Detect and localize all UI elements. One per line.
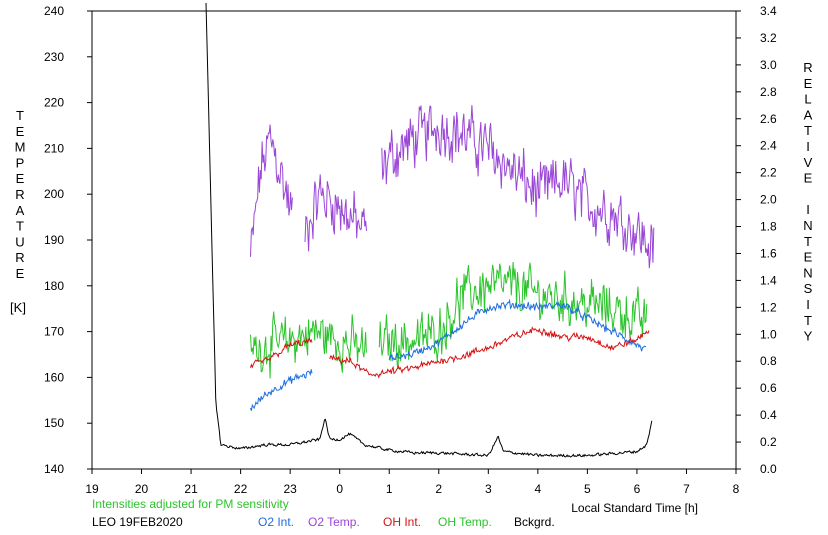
- x-tick-label: 7: [683, 482, 690, 496]
- left-axis-title-letter: R: [15, 250, 24, 265]
- right-axis-title-letter: T: [804, 234, 812, 249]
- right-tick-label: 2.0: [760, 193, 777, 207]
- left-tick-label: 240: [44, 4, 64, 18]
- left-axis-title-letter: E: [16, 124, 25, 139]
- right-tick-label: 1.2: [760, 300, 777, 314]
- series-o2-int-line: [250, 369, 313, 411]
- x-tick-label: 20: [135, 482, 149, 496]
- right-tick-label: 2.4: [760, 139, 777, 153]
- left-axis-title-letter: A: [16, 203, 25, 218]
- left-axis-title-letter: T: [16, 108, 24, 123]
- right-axis-title-letter: Y: [804, 329, 813, 344]
- series-oh-temp-line: [378, 261, 648, 370]
- series-oh-int-line: [329, 326, 650, 379]
- series-o2-temp-line: [381, 105, 655, 269]
- right-axis-title-letter: E: [804, 76, 813, 91]
- right-axis-title-letter: N: [803, 265, 812, 280]
- series-o2-temp-line: [250, 124, 293, 257]
- sensitivity-note: Intensities adjusted for PM sensitivity: [92, 497, 289, 511]
- right-tick-label: 1.8: [760, 220, 777, 234]
- legend: O2 Int. O2 Temp. OH Int. OH Temp. Bckgrd.: [258, 515, 555, 529]
- right-tick-label: 1.0: [760, 327, 777, 341]
- legend-item: Bckgrd.: [514, 515, 555, 529]
- right-tick-label: 2.2: [760, 166, 777, 180]
- left-tick-label: 160: [44, 370, 64, 384]
- series-oh-int-line: [250, 336, 313, 369]
- legend-item: O2 Temp.: [308, 515, 360, 529]
- right-tick-label: 0.0: [760, 462, 777, 476]
- right-axis-title-letter: L: [804, 92, 811, 107]
- right-tick-label: 2.6: [760, 112, 777, 126]
- right-tick-label: 2.8: [760, 85, 777, 99]
- right-tick-label: 0.2: [760, 435, 777, 449]
- right-tick-label: 1.4: [760, 273, 777, 287]
- left-tick-label: 170: [44, 325, 64, 339]
- right-tick-label: 0.6: [760, 381, 777, 395]
- left-axis-title-letter: E: [16, 171, 25, 186]
- right-axis-title-letter: S: [804, 281, 813, 296]
- x-tick-label: 2: [435, 482, 442, 496]
- station-date: LEO 19FEB2020: [92, 515, 183, 529]
- left-tick-label: 180: [44, 279, 64, 293]
- series-oh-temp-line: [250, 311, 367, 379]
- x-axis-ticks: 19 20 21 22 23 0 1 2 3 4 5 6 7 8: [85, 469, 740, 496]
- left-axis-unit: [K]: [10, 300, 26, 315]
- right-tick-label: 0.8: [760, 354, 777, 368]
- right-axis-title-letter: T: [804, 313, 812, 328]
- right-axis-title-letter: I: [806, 202, 810, 217]
- x-tick-label: 0: [336, 482, 343, 496]
- left-axis-ticks: 140 150 160 170 180 190 200 210 220 230 240: [44, 4, 92, 476]
- plot-area: [205, 3, 655, 458]
- x-tick-label: 4: [535, 482, 542, 496]
- left-axis-title-letter: M: [15, 140, 26, 155]
- x-tick-label: 3: [485, 482, 492, 496]
- series-o2-int-line: [388, 298, 647, 362]
- right-axis-title-letter: N: [803, 218, 812, 233]
- right-axis-title-letter: I: [806, 297, 810, 312]
- left-axis-title-letter: U: [15, 234, 24, 249]
- right-tick-label: 3.0: [760, 58, 777, 72]
- left-tick-label: 220: [44, 96, 64, 110]
- legend-item: O2 Int.: [258, 515, 294, 529]
- right-axis-title-letter: E: [804, 171, 813, 186]
- left-axis-title-letter: T: [16, 219, 24, 234]
- right-axis-title-letter: R: [803, 60, 812, 75]
- right-axis-title-letter: T: [804, 123, 812, 138]
- right-axis-title-letter: A: [804, 107, 813, 122]
- right-tick-label: 0.4: [760, 408, 777, 422]
- left-axis-title-letter: P: [16, 155, 25, 170]
- x-tick-label: 6: [634, 482, 641, 496]
- left-tick-label: 210: [44, 141, 64, 155]
- left-axis-title-letter: E: [16, 266, 25, 281]
- left-axis-title-letter: R: [15, 187, 24, 202]
- left-tick-label: 200: [44, 187, 64, 201]
- x-tick-label: 1: [386, 482, 393, 496]
- x-tick-label: 23: [283, 482, 297, 496]
- left-tick-label: 140: [44, 462, 64, 476]
- x-axis-label: Local Standard Time [h]: [571, 501, 698, 515]
- right-axis-title-letter: I: [806, 139, 810, 154]
- legend-item: OH Temp.: [438, 515, 492, 529]
- right-tick-label: 3.4: [760, 4, 777, 18]
- series-bckgrd-line: [205, 3, 653, 458]
- right-tick-label: 3.2: [760, 31, 777, 45]
- right-axis-title-letter: V: [804, 155, 813, 170]
- left-tick-label: 190: [44, 233, 64, 247]
- x-tick-label: 21: [184, 482, 198, 496]
- left-tick-label: 230: [44, 50, 64, 64]
- right-tick-label: 1.6: [760, 246, 777, 260]
- x-tick-label: 19: [85, 482, 99, 496]
- x-tick-label: 8: [733, 482, 740, 496]
- right-axis-title-letter: E: [804, 250, 813, 265]
- series-o2-temp-line: [304, 174, 367, 252]
- right-axis-ticks: 0.0 0.2 0.4 0.6 0.8 1.0 1.2 1.4 1.6 1.8 2.0 2.2 2.4 2…: [736, 4, 777, 476]
- x-tick-label: 5: [584, 482, 591, 496]
- x-tick-label: 22: [234, 482, 248, 496]
- legend-item: OH Int.: [383, 515, 421, 529]
- left-tick-label: 150: [44, 416, 64, 430]
